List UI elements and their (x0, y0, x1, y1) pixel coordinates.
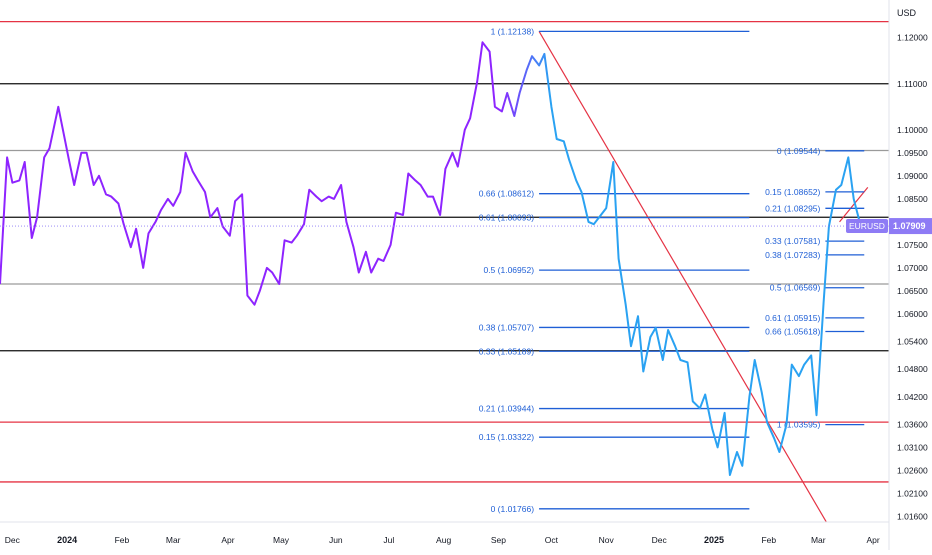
fib-level-label: 0.38 (1.07283) (765, 250, 820, 260)
fib-level-label: 0.38 (1.05707) (479, 322, 534, 332)
symbol-badge-text: EURUSD (849, 221, 885, 231)
fib-level-label: 0.33 (1.05189) (479, 346, 534, 356)
symbol-badge (846, 219, 888, 234)
fib-level-label: 0.21 (1.08295) (765, 203, 820, 213)
y-tick-label: 1.03100 (897, 442, 928, 452)
x-tick-label: Mar (166, 535, 181, 545)
y-tick-label: 1.04800 (897, 364, 928, 374)
y-tick-label: 1.07000 (897, 263, 928, 273)
currency-text: USD (897, 8, 917, 18)
y-tick-label: 1.12000 (897, 33, 928, 43)
x-tick-label: Dec (5, 535, 21, 545)
y-tick-label: 1.08500 (897, 194, 928, 204)
x-tick-label: Apr (866, 535, 879, 545)
fib-level-label: 0.61 (1.08093) (479, 213, 534, 223)
x-tick-label: Apr (221, 535, 234, 545)
price-series-line (0, 41, 862, 476)
fib-level-label: 0.66 (1.05618) (765, 327, 820, 337)
y-tick-label: 1.11000 (897, 79, 927, 89)
currency-label: USD (897, 8, 917, 18)
y-tick-label: 1.04200 (897, 392, 928, 402)
y-tick-label: 1.09000 (897, 171, 928, 181)
fib-level-label: 0.61 (1.05915) (765, 313, 820, 323)
y-tick-label: 1.02600 (897, 465, 928, 475)
fib-level-label: 1 (1.12138) (491, 26, 535, 36)
y-tick-label: 1.06000 (897, 309, 928, 319)
x-tick-label: Jun (329, 535, 343, 545)
y-tick-label: 1.07500 (897, 240, 928, 250)
y-tick-label: 1.09500 (897, 148, 928, 158)
x-tick-label: Mar (811, 535, 826, 545)
price-badge (889, 218, 932, 235)
x-tick-label: Feb (115, 535, 130, 545)
x-tick-label: Nov (599, 535, 615, 545)
x-tick-label: Dec (652, 535, 668, 545)
y-tick-label: 1.10000 (897, 125, 928, 135)
x-tick-label: 2024 (57, 535, 77, 545)
x-tick-label: 2025 (704, 535, 724, 545)
x-tick-label: Sep (491, 535, 506, 545)
fib-level-label: 0.66 (1.08612) (479, 189, 534, 199)
fib-level-label: 1 (1.03595) (777, 420, 821, 430)
price-badge-text: 1.07909 (893, 221, 926, 231)
y-tick-label: 1.03600 (897, 419, 928, 429)
fib-level-label: 0.5 (1.06952) (483, 265, 534, 275)
x-tick-label: May (273, 535, 290, 545)
y-tick-label: 1.01600 (897, 511, 928, 521)
x-tick-label: Aug (436, 535, 451, 545)
y-tick-label: 1.06500 (897, 286, 928, 296)
last-price-tag: EURUSD 1.07909 (846, 218, 932, 235)
trend-line (839, 186, 869, 223)
fib-level-label: 0 (1.09544) (777, 146, 821, 156)
x-tick-label: Oct (545, 535, 559, 545)
fib-level-label: 0 (1.01766) (491, 504, 535, 514)
trend-line (538, 30, 828, 522)
x-tick-label: Jul (383, 535, 394, 545)
y-tick-label: 1.05400 (897, 337, 928, 347)
y-tick-label: 1.02100 (897, 488, 928, 498)
x-tick-label: Feb (761, 535, 776, 545)
fib-level-label: 0.15 (1.03322) (479, 432, 534, 442)
fib-level-label: 0.5 (1.06569) (770, 283, 821, 293)
fib-level-label: 0.21 (1.03944) (479, 404, 534, 414)
fib-level-label: 0.15 (1.08652) (765, 187, 820, 197)
fib-level-label: 0.33 (1.07581) (765, 236, 820, 246)
